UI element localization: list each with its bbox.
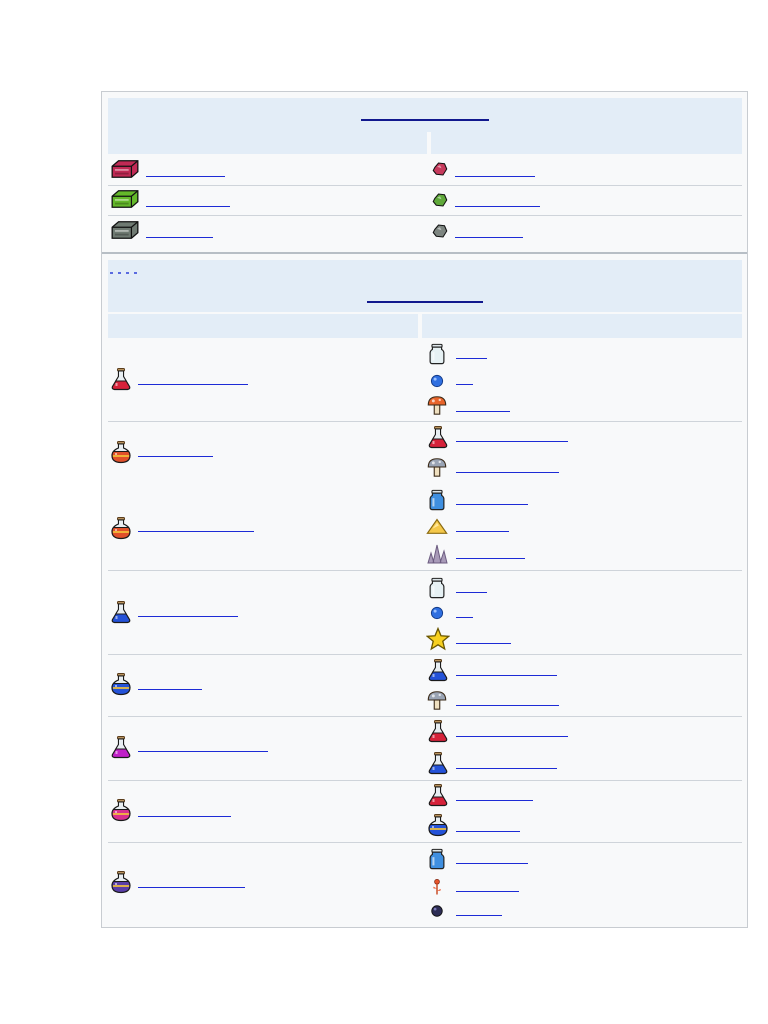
orange-mushroom-icon: [426, 394, 448, 416]
gray-crate-icon: [109, 219, 141, 241]
top-table-column-header-left: [108, 132, 427, 154]
orange-flower-icon: [428, 876, 446, 898]
gray-ore-icon: [431, 222, 449, 240]
top-table-row-2-right-link[interactable]: [455, 206, 540, 207]
recipe-3-ingredient-3-link[interactable]: [456, 558, 525, 559]
recipe-6-result-link[interactable]: [138, 751, 268, 752]
top-table-column-header-right: [431, 132, 742, 154]
top-table-row-3-left-link[interactable]: [146, 237, 213, 238]
blue-potion-icon: [426, 813, 450, 837]
water-bottle-icon: [426, 847, 448, 871]
recipe-row-divider: [108, 570, 742, 571]
purple-crystal-icon: [424, 541, 450, 565]
recipe-8-ingredient-2-link[interactable]: [456, 891, 519, 892]
crimson-ore-icon: [431, 160, 449, 178]
recipe-8-ingredient-3-link[interactable]: [456, 915, 502, 916]
recipe-3-result-link[interactable]: [138, 531, 254, 532]
dark-orb-icon: [428, 902, 446, 920]
recipe-4-ingredient-1-link[interactable]: [456, 592, 487, 593]
top-table-title-link[interactable]: [361, 119, 489, 121]
red-potion-icon: [426, 719, 450, 743]
bottle-icon: [426, 342, 448, 366]
recipe-row-divider: [108, 421, 742, 422]
recipe-1-ingredient-1-link[interactable]: [456, 358, 487, 359]
recipe-7-ingredient-1-link[interactable]: [456, 800, 533, 801]
blue-potion-icon: [426, 751, 450, 775]
crimson-crate-icon: [109, 158, 141, 180]
recipe-table-title-link[interactable]: [367, 301, 483, 303]
orange-potion-icon: [109, 440, 133, 464]
recipe-table-header: [108, 260, 742, 312]
blue-potion-icon: [426, 658, 450, 682]
top-table-row-1-left-link[interactable]: [146, 176, 225, 177]
recipe-4-ingredient-2-link[interactable]: [456, 617, 473, 618]
recipe-1-ingredient-3-link[interactable]: [456, 411, 510, 412]
green-crate-icon: [109, 188, 141, 210]
recipe-5-result-link[interactable]: [138, 689, 202, 690]
recipe-8-ingredient-1-link[interactable]: [456, 863, 528, 864]
recipe-8-result-link[interactable]: [138, 887, 245, 888]
blue-gel-icon: [428, 604, 446, 622]
green-ore-icon: [431, 191, 449, 209]
recipe-7-ingredient-2-link[interactable]: [456, 831, 520, 832]
recipe-2-ingredient-1-link[interactable]: [456, 441, 568, 442]
red-potion-icon: [426, 425, 450, 449]
recipe-row-divider: [108, 716, 742, 717]
recipe-row-divider: [108, 654, 742, 655]
recipe-5-ingredient-2-link[interactable]: [456, 705, 559, 706]
gray-mushroom-icon: [426, 689, 448, 711]
purple-potion-icon: [109, 870, 133, 894]
recipe-table-column-header-right: [422, 314, 742, 338]
red-potion-icon: [109, 367, 133, 391]
blue-potion-icon: [109, 600, 133, 624]
item-table-frame: [101, 91, 748, 928]
star-icon: [426, 627, 450, 651]
top-table-header: [108, 98, 742, 132]
recipe-1-result-link[interactable]: [138, 384, 248, 385]
header-controls[interactable]: [110, 272, 140, 274]
top-table-row-3-right-link[interactable]: [455, 237, 523, 238]
recipe-table-column-header-left: [108, 314, 418, 338]
recipe-row-divider: [108, 780, 742, 781]
pink-potion-icon: [109, 798, 133, 822]
top-table-row-divider: [108, 215, 742, 216]
red-potion-icon: [426, 783, 450, 807]
bottle-icon: [426, 576, 448, 600]
orange-striped-potion-icon: [109, 516, 133, 540]
section-divider: [102, 252, 747, 254]
recipe-2-ingredient-2-link[interactable]: [456, 472, 559, 473]
recipe-6-ingredient-2-link[interactable]: [456, 768, 557, 769]
gray-mushroom-icon: [426, 456, 448, 478]
recipe-row-divider: [108, 842, 742, 843]
top-table-row-1-right-link[interactable]: [455, 176, 535, 177]
recipe-4-result-link[interactable]: [138, 616, 238, 617]
recipe-3-ingredient-2-link[interactable]: [456, 531, 509, 532]
recipe-1-ingredient-2-link[interactable]: [456, 384, 473, 385]
recipe-5-ingredient-1-link[interactable]: [456, 675, 557, 676]
yellow-pile-icon: [424, 515, 450, 537]
blue-gel-icon: [428, 372, 446, 390]
top-table-row-divider: [108, 185, 742, 186]
recipe-7-result-link[interactable]: [138, 816, 231, 817]
recipe-6-ingredient-1-link[interactable]: [456, 736, 568, 737]
recipe-2-result-link[interactable]: [138, 456, 213, 457]
water-bottle-icon: [426, 488, 448, 512]
blue-striped-potion-icon: [109, 672, 133, 696]
recipe-3-ingredient-1-link[interactable]: [456, 504, 528, 505]
recipe-4-ingredient-3-link[interactable]: [456, 643, 511, 644]
magenta-potion-icon: [109, 735, 133, 759]
top-table-row-2-left-link[interactable]: [146, 206, 230, 207]
